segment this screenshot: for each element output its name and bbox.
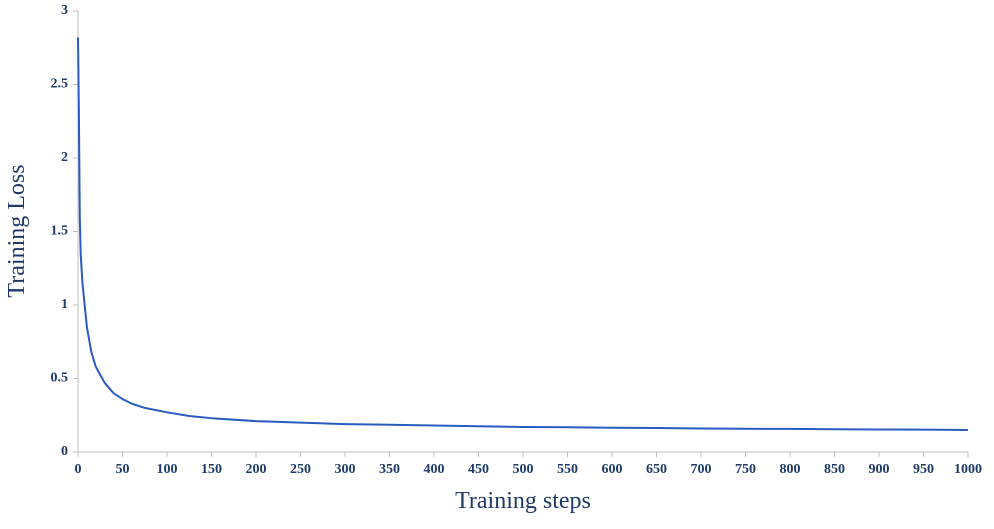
x-tick-label: 700 xyxy=(691,462,712,477)
y-tick-label: 1.5 xyxy=(51,224,69,239)
y-tick-label: 3 xyxy=(61,3,68,18)
x-tick-label: 250 xyxy=(290,462,311,477)
loss-line xyxy=(77,37,969,431)
x-tick-label: 0 xyxy=(75,462,82,477)
x-tick-label: 500 xyxy=(513,462,534,477)
y-tick-label: 2.5 xyxy=(51,77,69,92)
x-tick-label: 1000 xyxy=(954,462,982,477)
x-tick-label: 850 xyxy=(824,462,845,477)
x-tick-label: 750 xyxy=(735,462,756,477)
y-tick-label: 1 xyxy=(61,297,68,312)
x-tick-label: 600 xyxy=(602,462,623,477)
y-axis-title: Training Loss xyxy=(4,164,30,297)
x-tick-label: 800 xyxy=(780,462,801,477)
x-tick-label: 100 xyxy=(157,462,178,477)
x-axis-title: Training steps xyxy=(455,488,591,514)
x-tick-label: 900 xyxy=(869,462,890,477)
x-tick-label: 450 xyxy=(468,462,489,477)
x-tick-label: 50 xyxy=(116,462,130,477)
y-tick-label: 2 xyxy=(61,150,68,165)
x-tick-label: 950 xyxy=(913,462,934,477)
x-tick-label: 150 xyxy=(201,462,222,477)
y-tick-label: 0.5 xyxy=(51,371,69,386)
x-tick-label: 650 xyxy=(646,462,667,477)
x-tick-label: 300 xyxy=(335,462,356,477)
x-tick-label: 200 xyxy=(246,462,267,477)
x-tick-label: 550 xyxy=(557,462,578,477)
y-tick-label: 0 xyxy=(61,444,68,459)
x-tick-label: 350 xyxy=(379,462,400,477)
x-tick-label: 400 xyxy=(424,462,445,477)
